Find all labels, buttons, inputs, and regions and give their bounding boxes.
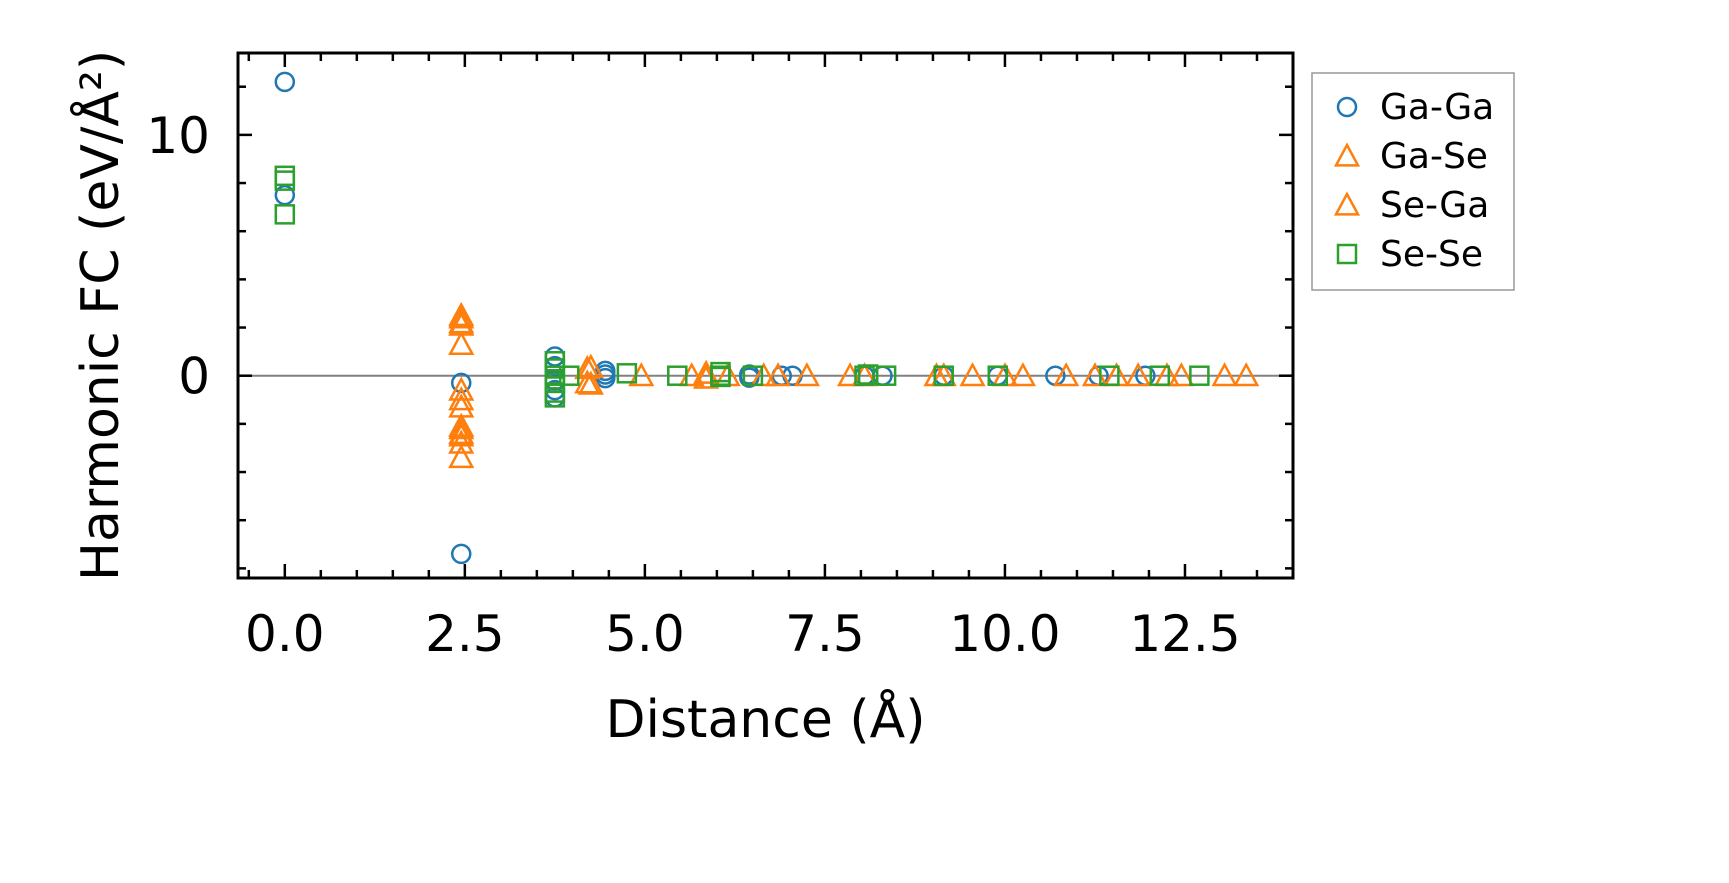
data-point-ga-ga [274,71,296,93]
data-point-se-ga [1233,362,1260,387]
data-point-se-ga [448,412,475,437]
data-point-se-se [987,365,1008,386]
data-point-ga-se [448,330,475,355]
data-point-se-se [559,365,580,386]
data-point-se-se [875,365,897,386]
data-point-ga-se [959,362,986,387]
data-point-se-ga [1053,362,1080,387]
data-point-ga-se [1125,362,1152,387]
x-tick-label: 0.0 [245,605,325,663]
data-point-se-se [710,365,731,386]
data-point-se-ga [577,370,604,395]
legend-box [1311,72,1515,291]
y-axis-title: Harmonic FC (eV/Å²) [69,50,131,581]
data-point-se-ga [448,419,475,445]
x-tick-label: 10.0 [949,605,1060,663]
data-point-ga-se [448,376,475,401]
legend-label-ga-se: Ga-Se [1380,136,1488,177]
x-axis-title: Distance (Å) [605,688,925,750]
y-tick-labels: 0 10 [146,107,210,406]
data-point-ga-se [1009,362,1037,387]
data-point-se-se [274,170,296,191]
data-point-ga-ga [450,372,472,394]
data-point-se-se [667,365,688,386]
legend-marker-ga-se [1333,142,1361,167]
x-tick-label: 7.5 [785,605,865,663]
x-tick-label: 12.5 [1129,605,1240,663]
y-tick-label: 10 [146,107,210,165]
x-tick-label: 5.0 [605,605,685,663]
data-point-ga-se [793,362,821,387]
data-point-se-se [616,363,638,384]
data-point-se-se [274,204,296,225]
data-point-se-se [1149,365,1171,386]
y-tick-label: 0 [178,348,210,406]
data-point-se-ga [577,353,604,378]
data-point-se-se [1099,365,1120,386]
series-se-se [274,165,1210,408]
legend-label-ga-ga: Ga-Ga [1380,87,1494,128]
legend: Ga-Ga Ga-Se Se-Ga Se-Se [1311,72,1515,291]
data-point-ga-se [1168,362,1195,387]
legend-label-se-se: Se-Se [1380,234,1483,275]
data-point-se-ga [448,304,475,329]
data-point-ga-se [1211,362,1238,387]
data-point-ga-ga [739,367,760,388]
data-point-se-se [544,387,566,408]
data-point-se-se [1189,365,1210,386]
data-point-ga-ga [450,543,472,565]
legend-label-se-ga: Se-Ga [1380,185,1489,226]
data-point-se-ga [448,311,475,336]
data-point-se-se [742,365,764,386]
data-point-se-se [933,365,954,386]
data-point-se-ga [448,443,475,469]
plot-frame [236,51,1295,580]
data-points [274,71,1260,565]
data-point-ga-se [750,362,777,387]
x-tick-labels: 0.0 2.5 5.0 7.5 10.0 12.5 [245,605,1241,663]
legend-marker-ga-ga [1336,96,1358,118]
data-point-se-ga [765,362,792,387]
data-point-ga-ga [274,184,296,206]
x-tick-label: 2.5 [425,605,505,663]
legend-marker-se-se [1336,243,1358,265]
legend-marker-se-ga [1333,191,1361,216]
data-point-se-ga [448,386,475,411]
